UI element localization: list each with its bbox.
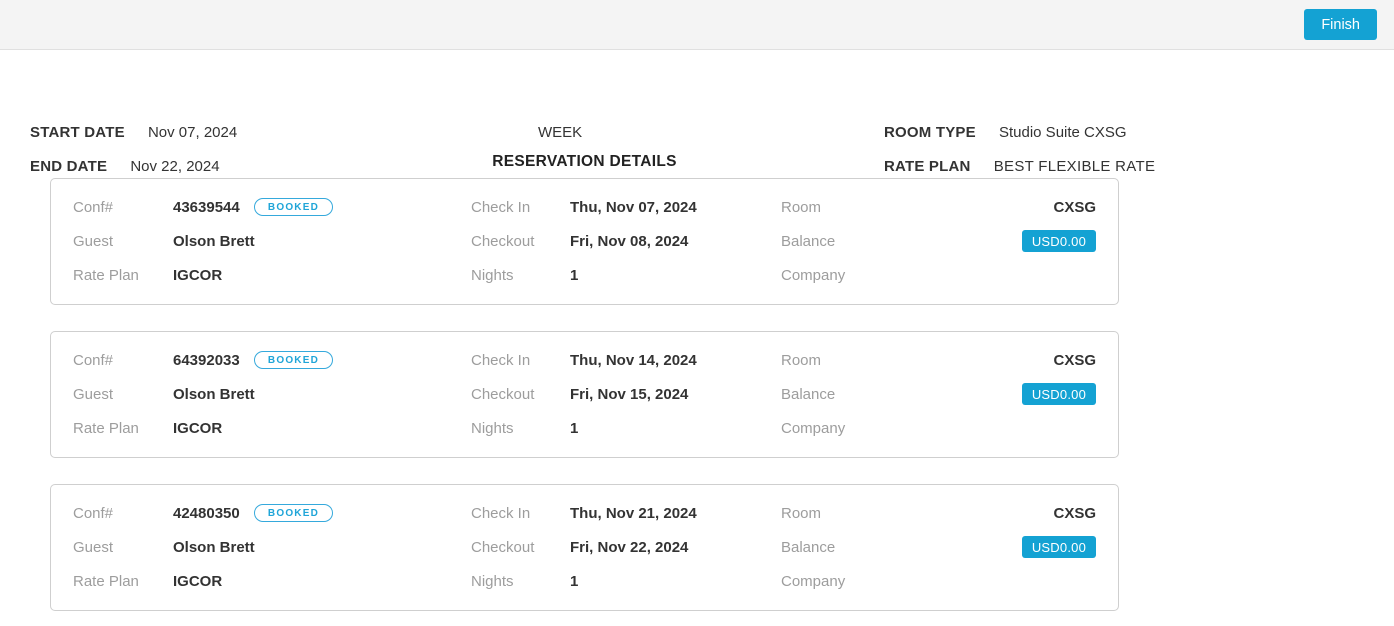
reservation-summary-header: START DATE Nov 07, 2024 END DATE Nov 22,… bbox=[0, 50, 1394, 175]
balance-value-cell: USD0.00 bbox=[881, 230, 1096, 252]
conf-value-cell: 42480350 BOOKED bbox=[173, 504, 471, 522]
end-date-value: Nov 22, 2024 bbox=[130, 158, 220, 175]
conf-label: Conf# bbox=[73, 504, 114, 522]
balance-label: Balance bbox=[781, 232, 836, 250]
room-value: CXSG bbox=[1053, 351, 1096, 369]
status-badge: BOOKED bbox=[253, 351, 334, 369]
checkout-label: Checkout bbox=[471, 538, 535, 556]
end-date-row: END DATE Nov 22, 2024 bbox=[30, 158, 220, 175]
check-in-value: Thu, Nov 21, 2024 bbox=[570, 504, 697, 522]
room-value: CXSG bbox=[1053, 504, 1096, 522]
rate-plan-label: Rate Plan bbox=[73, 266, 139, 284]
room-value: CXSG bbox=[1053, 198, 1096, 216]
room-label: Room bbox=[781, 351, 822, 369]
check-in-label: Check In bbox=[471, 504, 531, 522]
rate-plan-value: BEST FLEXIBLE RATE bbox=[993, 158, 1156, 175]
rate-plan-value: IGCOR bbox=[173, 572, 223, 590]
status-badge: BOOKED bbox=[253, 504, 334, 522]
balance-label: Balance bbox=[781, 538, 836, 556]
reservation-card: Conf# 43639544 BOOKED Check In Thu, Nov … bbox=[50, 178, 1119, 305]
checkout-value: Fri, Nov 08, 2024 bbox=[570, 232, 689, 250]
company-label: Company bbox=[781, 266, 846, 284]
conf-value-cell: 64392033 BOOKED bbox=[173, 351, 471, 369]
rate-plan-label: Rate Plan bbox=[73, 419, 139, 437]
conf-number: 43639544 bbox=[173, 199, 240, 216]
view-mode-label: WEEK bbox=[538, 124, 583, 141]
checkout-label: Checkout bbox=[471, 385, 535, 403]
guest-label: Guest bbox=[73, 385, 114, 403]
rate-plan-label: RATE PLAN bbox=[884, 158, 971, 175]
nights-label: Nights bbox=[471, 572, 514, 590]
check-in-value: Thu, Nov 14, 2024 bbox=[570, 351, 697, 369]
rate-plan-value: IGCOR bbox=[173, 266, 223, 284]
balance-value-cell: USD0.00 bbox=[881, 383, 1096, 405]
nights-value: 1 bbox=[570, 572, 579, 590]
status-badge: BOOKED bbox=[253, 198, 334, 216]
checkout-value: Fri, Nov 22, 2024 bbox=[570, 538, 689, 556]
company-label: Company bbox=[781, 572, 846, 590]
start-date-value: Nov 07, 2024 bbox=[147, 124, 238, 141]
guest-value: Olson Brett bbox=[173, 385, 255, 403]
balance-badge: USD0.00 bbox=[1021, 230, 1096, 252]
nights-label: Nights bbox=[471, 419, 514, 437]
guest-label: Guest bbox=[73, 538, 114, 556]
conf-label: Conf# bbox=[73, 198, 114, 216]
check-in-label: Check In bbox=[471, 351, 531, 369]
balance-badge: USD0.00 bbox=[1021, 536, 1096, 558]
reservation-card: Conf# 64392033 BOOKED Check In Thu, Nov … bbox=[50, 331, 1119, 458]
balance-badge: USD0.00 bbox=[1021, 383, 1096, 405]
check-in-value: Thu, Nov 07, 2024 bbox=[570, 198, 697, 216]
company-label: Company bbox=[781, 419, 846, 437]
room-label: Room bbox=[781, 504, 822, 522]
guest-label: Guest bbox=[73, 232, 114, 250]
conf-number: 64392033 bbox=[173, 352, 240, 369]
room-type-label: ROOM TYPE bbox=[884, 124, 976, 141]
nights-value: 1 bbox=[570, 266, 579, 284]
conf-label: Conf# bbox=[73, 351, 114, 369]
start-date-label: START DATE bbox=[30, 124, 125, 141]
guest-value: Olson Brett bbox=[173, 538, 255, 556]
start-date-row: START DATE Nov 07, 2024 bbox=[30, 124, 237, 141]
room-type-row: ROOM TYPE Studio Suite CXSG bbox=[884, 124, 1127, 141]
check-in-label: Check In bbox=[471, 198, 531, 216]
end-date-label: END DATE bbox=[30, 158, 108, 175]
balance-value-cell: USD0.00 bbox=[881, 536, 1096, 558]
conf-value-cell: 43639544 BOOKED bbox=[173, 198, 471, 216]
room-type-value: Studio Suite CXSG bbox=[998, 124, 1127, 141]
guest-value: Olson Brett bbox=[173, 232, 255, 250]
reservation-details-title: RESERVATION DETAILS bbox=[492, 153, 677, 170]
conf-number: 42480350 bbox=[173, 505, 240, 522]
rate-plan-label: Rate Plan bbox=[73, 572, 139, 590]
checkout-value: Fri, Nov 15, 2024 bbox=[570, 385, 689, 403]
reservation-card: Conf# 42480350 BOOKED Check In Thu, Nov … bbox=[50, 484, 1119, 611]
balance-label: Balance bbox=[781, 385, 836, 403]
finish-button[interactable]: Finish bbox=[1304, 9, 1377, 40]
top-bar: Finish bbox=[0, 0, 1394, 50]
nights-value: 1 bbox=[570, 419, 579, 437]
rate-plan-row: RATE PLAN BEST FLEXIBLE RATE bbox=[884, 158, 1155, 175]
rate-plan-value: IGCOR bbox=[173, 419, 223, 437]
room-label: Room bbox=[781, 198, 822, 216]
nights-label: Nights bbox=[471, 266, 514, 284]
checkout-label: Checkout bbox=[471, 232, 535, 250]
